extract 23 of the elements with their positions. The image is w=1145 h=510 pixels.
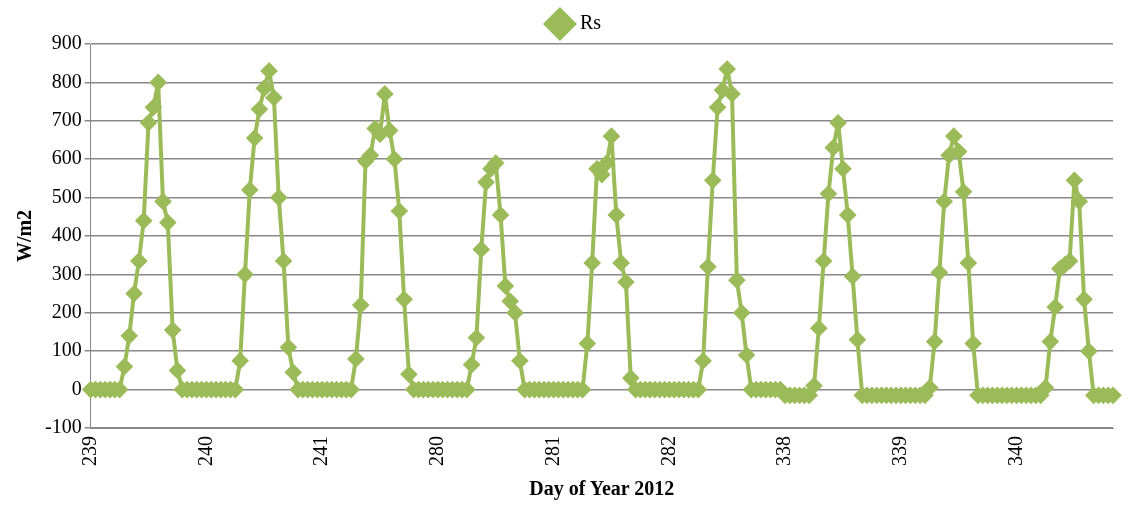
y-tick-label: 600 <box>51 146 82 169</box>
y-tick-label: 900 <box>51 31 82 54</box>
y-tick-label: 100 <box>51 338 82 361</box>
x-tick-label: 240 <box>193 436 216 466</box>
y-tick-label: 700 <box>51 108 82 131</box>
y-tick-label: 300 <box>51 261 82 284</box>
y-tick-label: 0 <box>71 376 82 399</box>
x-tick-label: 339 <box>888 436 911 466</box>
x-tick-label: 239 <box>77 436 100 466</box>
x-tick-label: 241 <box>309 436 332 466</box>
y-axis-title: W/m2 <box>13 209 36 263</box>
y-tick-label: 400 <box>51 223 82 246</box>
x-tick-label: 282 <box>656 436 679 466</box>
legend-label: Rs <box>579 11 602 34</box>
y-tick-label: 200 <box>51 300 82 323</box>
x-tick-label: 338 <box>772 436 795 466</box>
x-axis-title: Day of Year 2012 <box>529 477 675 501</box>
x-tick-label: 280 <box>425 436 448 466</box>
y-tick-label: -100 <box>44 415 82 438</box>
x-tick-label: 340 <box>1003 436 1026 466</box>
y-tick-label: 800 <box>51 69 82 92</box>
x-tick-label: 281 <box>540 436 563 466</box>
y-tick-label: 500 <box>51 184 82 207</box>
